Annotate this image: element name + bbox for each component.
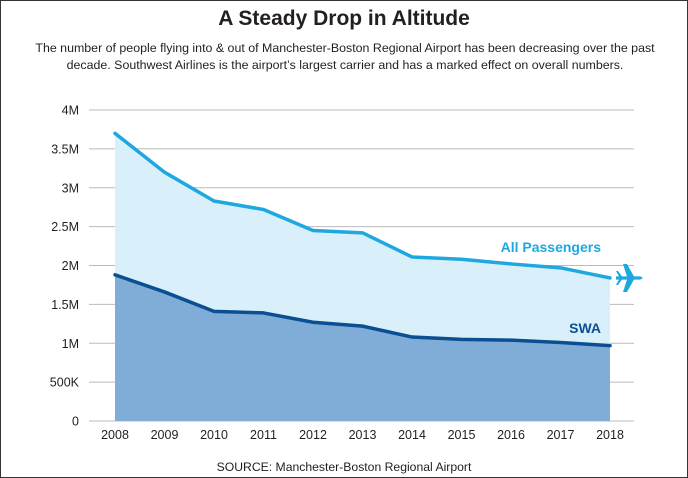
swa-label: SWA — [569, 320, 601, 336]
x-tick-label: 2016 — [497, 428, 525, 442]
all-passengers-label: All Passengers — [501, 239, 602, 255]
x-tick-label: 2013 — [349, 428, 377, 442]
x-tick-label: 2017 — [547, 428, 575, 442]
y-tick-label: 2M — [62, 259, 79, 273]
plane-icon — [616, 264, 643, 292]
series-areas — [115, 133, 610, 421]
x-tick-label: 2008 — [101, 428, 129, 442]
y-tick-label: 1.5M — [51, 298, 79, 312]
x-tick-label: 2018 — [596, 428, 624, 442]
y-axis-tick-labels: 0 500K 1M 1.5M 2M 2.5M 3M 3.5M 4M — [50, 104, 80, 429]
plane-fuselage — [616, 276, 643, 280]
series-labels: All Passengers SWA — [501, 239, 602, 336]
source-note: SOURCE: Manchester-Boston Regional Airpo… — [216, 460, 472, 474]
plane-icon — [616, 264, 643, 292]
x-tick-label: 2014 — [398, 428, 426, 442]
y-tick-label: 1M — [62, 337, 79, 351]
chart-title: A Steady Drop in Altitude — [218, 7, 470, 30]
plane-tail — [616, 271, 622, 285]
x-tick-label: 2011 — [250, 428, 277, 442]
y-tick-label: 2.5M — [51, 220, 79, 234]
x-tick-label: 2010 — [200, 428, 228, 442]
plane-wings — [623, 264, 634, 292]
swa-line — [113, 273, 612, 348]
x-axis-tick-labels: 2008 2009 2010 2011 2012 2013 2014 2015 2016 2017… — [101, 428, 624, 442]
swa-area — [115, 274, 610, 421]
x-tick-label: 2015 — [448, 428, 476, 442]
chart-subtitle: The number of people flying into & out o… — [35, 41, 655, 72]
x-tick-label: 2012 — [299, 428, 327, 442]
series-lines — [113, 131, 612, 348]
y-tick-label: 500K — [50, 376, 80, 390]
y-tick-label: 0 — [72, 415, 79, 429]
y-tick-label: 3M — [62, 181, 79, 195]
y-tick-label: 4M — [62, 104, 79, 118]
y-tick-label: 3.5M — [51, 142, 79, 156]
all-passengers-line — [113, 131, 612, 280]
x-tick-label: 2009 — [151, 428, 179, 442]
